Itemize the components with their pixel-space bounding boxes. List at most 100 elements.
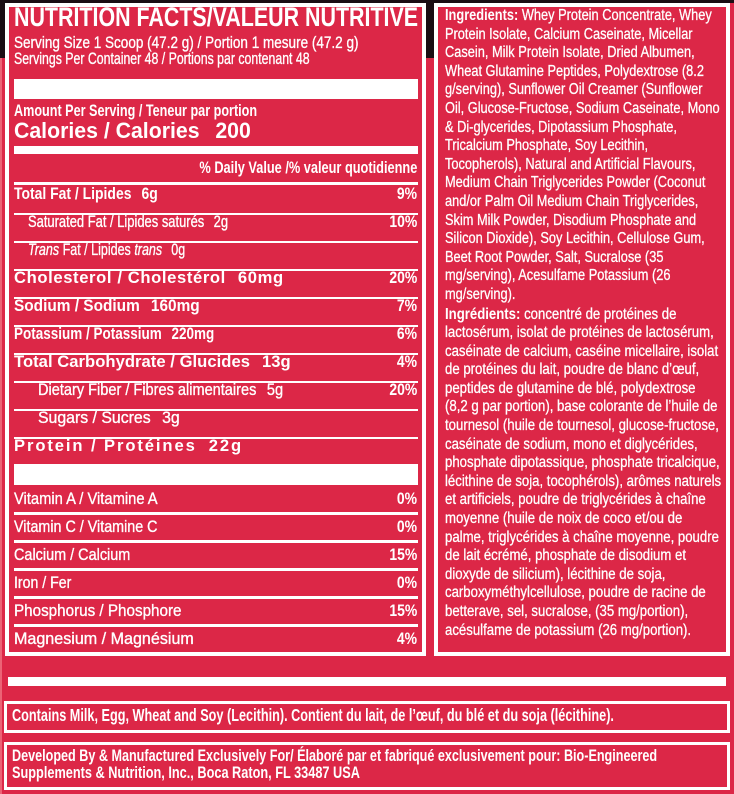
nutrient-row: Total Carbohydrate / Glucides 13g 4% <box>14 352 417 372</box>
amount-per-serving-line: Amount Per Serving / Teneur par portion <box>14 100 417 120</box>
servings-per-container-text: Servings Per Container 48 / Portions par… <box>14 48 310 68</box>
daily-value-text: 4% <box>396 628 417 648</box>
allergen-strip: Contains Milk, Egg, Wheat and Soy (Lecit… <box>4 700 730 733</box>
serving-size-text: Serving Size 1 Scoop (47.2 g) / Portion … <box>14 32 359 52</box>
micronutrient-row: Calcium / Calcium 15% <box>14 544 417 564</box>
separator <box>14 324 418 328</box>
calories-line: Calories / Calories 200 <box>14 119 417 142</box>
daily-value-text: 9% <box>396 184 417 204</box>
nutrient-row: Sodium / Sodium 160mg 7% <box>14 296 417 316</box>
separator <box>14 568 418 571</box>
nutrient-name: Dietary Fiber / Fibres alimentaires 5g <box>38 380 284 400</box>
daily-value-percent: 0% <box>393 488 417 508</box>
nutrient-name: Sodium / Sodium 160mg <box>14 296 200 316</box>
center-edge-mark <box>426 0 434 58</box>
separator <box>14 408 418 412</box>
nutrient-value: 0g <box>170 240 185 260</box>
nutrient-value: 22g <box>208 436 244 456</box>
daily-value-text: 6% <box>396 324 417 344</box>
left-edge-mark <box>0 0 5 58</box>
ingredients-english-label: Ingredients: <box>444 7 518 24</box>
manufacturer-text-line2: Supplements & Nutrition, Inc., Boca Rato… <box>11 763 460 782</box>
micronutrient-name: Calcium / Calcium <box>14 544 131 564</box>
daily-value-percent: 0% <box>393 572 417 592</box>
separator <box>14 182 418 185</box>
servings-per-container-line: Servings Per Container 48 / Portions par… <box>14 48 417 68</box>
micronutrient-row: Phosphorus / Phosphore 15% <box>14 600 417 620</box>
allergen-notice-text: Contains Milk, Egg, Wheat and Soy (Lecit… <box>11 704 614 725</box>
ingredients-french: Ingrédients: concentré de protéines de l… <box>444 305 721 641</box>
nutrient-value: 220mg <box>171 324 215 344</box>
daily-value-percent: 10% <box>384 213 417 230</box>
ingredients-panel: Ingredients: Whey Protein Concentrate, W… <box>434 3 730 656</box>
nutrient-value: 13g <box>261 352 291 372</box>
daily-value-text: 7% <box>396 296 417 316</box>
nutrient-row: Dietary Fiber / Fibres alimentaires 5g 20% <box>14 380 417 400</box>
ingredients-english: Ingredients: Whey Protein Concentrate, W… <box>444 7 722 305</box>
daily-value-percent: 4% <box>393 628 417 648</box>
daily-value-text: 4% <box>396 352 417 372</box>
micronutrient-name: Vitamin C / Vitamine C <box>14 516 158 536</box>
left-edge-highlight <box>0 58 2 794</box>
ingredients-french-text: concentré de protéines de lactosérum, is… <box>444 305 721 639</box>
manufacturer-text-line1: Developed By & Manufactured Exclusively … <box>12 748 734 765</box>
nutrient-row: Potassium / Potassium 220mg 6% <box>14 324 417 344</box>
micronutrient-name: Phosphorus / Phosphore <box>14 600 182 620</box>
daily-value-text: 0% <box>396 488 417 508</box>
nutrition-facts-panel: NUTRITION FACTS/VALEUR NUTRITIVE Serving… <box>5 3 426 656</box>
top-edge-mark <box>0 0 734 3</box>
ingredients-english-text: Whey Protein Concentrate, Whey Protein I… <box>444 7 720 303</box>
daily-value-text: 15% <box>389 600 417 620</box>
separator <box>14 624 418 627</box>
nutrient-name: Sugars / Sucres 3g <box>38 408 180 428</box>
separator <box>14 380 418 384</box>
allergen-text: Contains Milk, Egg, Wheat and Soy (Lecit… <box>12 706 734 724</box>
daily-value-percent: 6% <box>393 324 417 344</box>
bottom-divider-bar <box>8 677 726 686</box>
daily-value-percent: 7% <box>393 296 417 316</box>
manufacturer-strip: Developed By & Manufactured Exclusively … <box>4 741 730 790</box>
daily-value-percent: 0% <box>393 516 417 536</box>
serving-size-line: Serving Size 1 Scoop (47.2 g) / Portion … <box>14 32 417 52</box>
nutrient-value: 160mg <box>150 296 200 316</box>
nutrient-row: Saturated Fat / Lipides saturés 2g 10% <box>14 212 417 232</box>
micronutrient-row: Iron / Fer 0% <box>14 572 417 592</box>
micronutrient-row: Vitamin C / Vitamine C 0% <box>14 516 417 536</box>
nutrient-name: Total Fat / Lipides 6g <box>14 184 158 204</box>
ingredients-french-label: Ingrédients: <box>444 305 520 323</box>
manufacturer-notice-line1-text: Developed By & Manufactured Exclusively … <box>11 747 657 766</box>
daily-value-percent: 9% <box>393 184 417 204</box>
nutrient-name: Total Carbohydrate / Glucides 13g <box>14 352 291 372</box>
daily-value-header: % Daily Value /% valeur quotidienne <box>14 158 417 177</box>
daily-value-percent: 20% <box>384 268 417 288</box>
nutrient-value: 5g <box>266 380 284 400</box>
micronutrient-row: Vitamin A / Vitamine A 0% <box>14 488 417 508</box>
daily-value-text: 0% <box>396 516 417 536</box>
nutrient-value: 2g <box>213 212 228 232</box>
thick-divider-bar-2 <box>14 463 418 485</box>
thick-divider-bar <box>14 79 418 99</box>
nutrient-value: 3g <box>162 408 180 428</box>
nutrient-row: Sugars / Sucres 3g <box>14 408 417 428</box>
calories-value: 200 <box>215 117 251 143</box>
manufacturer-notice-line2-text: Supplements & Nutrition, Inc., Boca Rato… <box>11 763 360 782</box>
amount-per-serving-text: Amount Per Serving / Teneur par portion <box>14 100 258 120</box>
nutrient-row: Cholesterol / Cholestérol 60mg 20% <box>14 268 417 288</box>
separator <box>14 436 418 440</box>
daily-value-text: 20% <box>389 268 417 288</box>
micronutrient-row: Magnesium / Magnésium 4% <box>14 628 417 648</box>
daily-value-text: 0% <box>396 572 417 592</box>
nutrient-name: Cholesterol / Cholestérol 60mg <box>14 268 284 288</box>
daily-value-text: 15% <box>389 544 417 564</box>
separator <box>14 268 418 272</box>
daily-value-percent: 4% <box>393 352 417 372</box>
micronutrient-name: Iron / Fer <box>14 572 72 592</box>
daily-value-percent: 20% <box>384 381 417 398</box>
daily-value-header-text: % Daily Value /% valeur quotidienne <box>199 158 417 177</box>
nutrient-name: Trans Fat / Lipides trans 0g <box>27 240 185 260</box>
nutrient-name: Saturated Fat / Lipides saturés 2g <box>27 212 228 232</box>
separator <box>14 240 418 244</box>
daily-value-percent: 15% <box>384 600 417 620</box>
separator <box>14 512 418 515</box>
